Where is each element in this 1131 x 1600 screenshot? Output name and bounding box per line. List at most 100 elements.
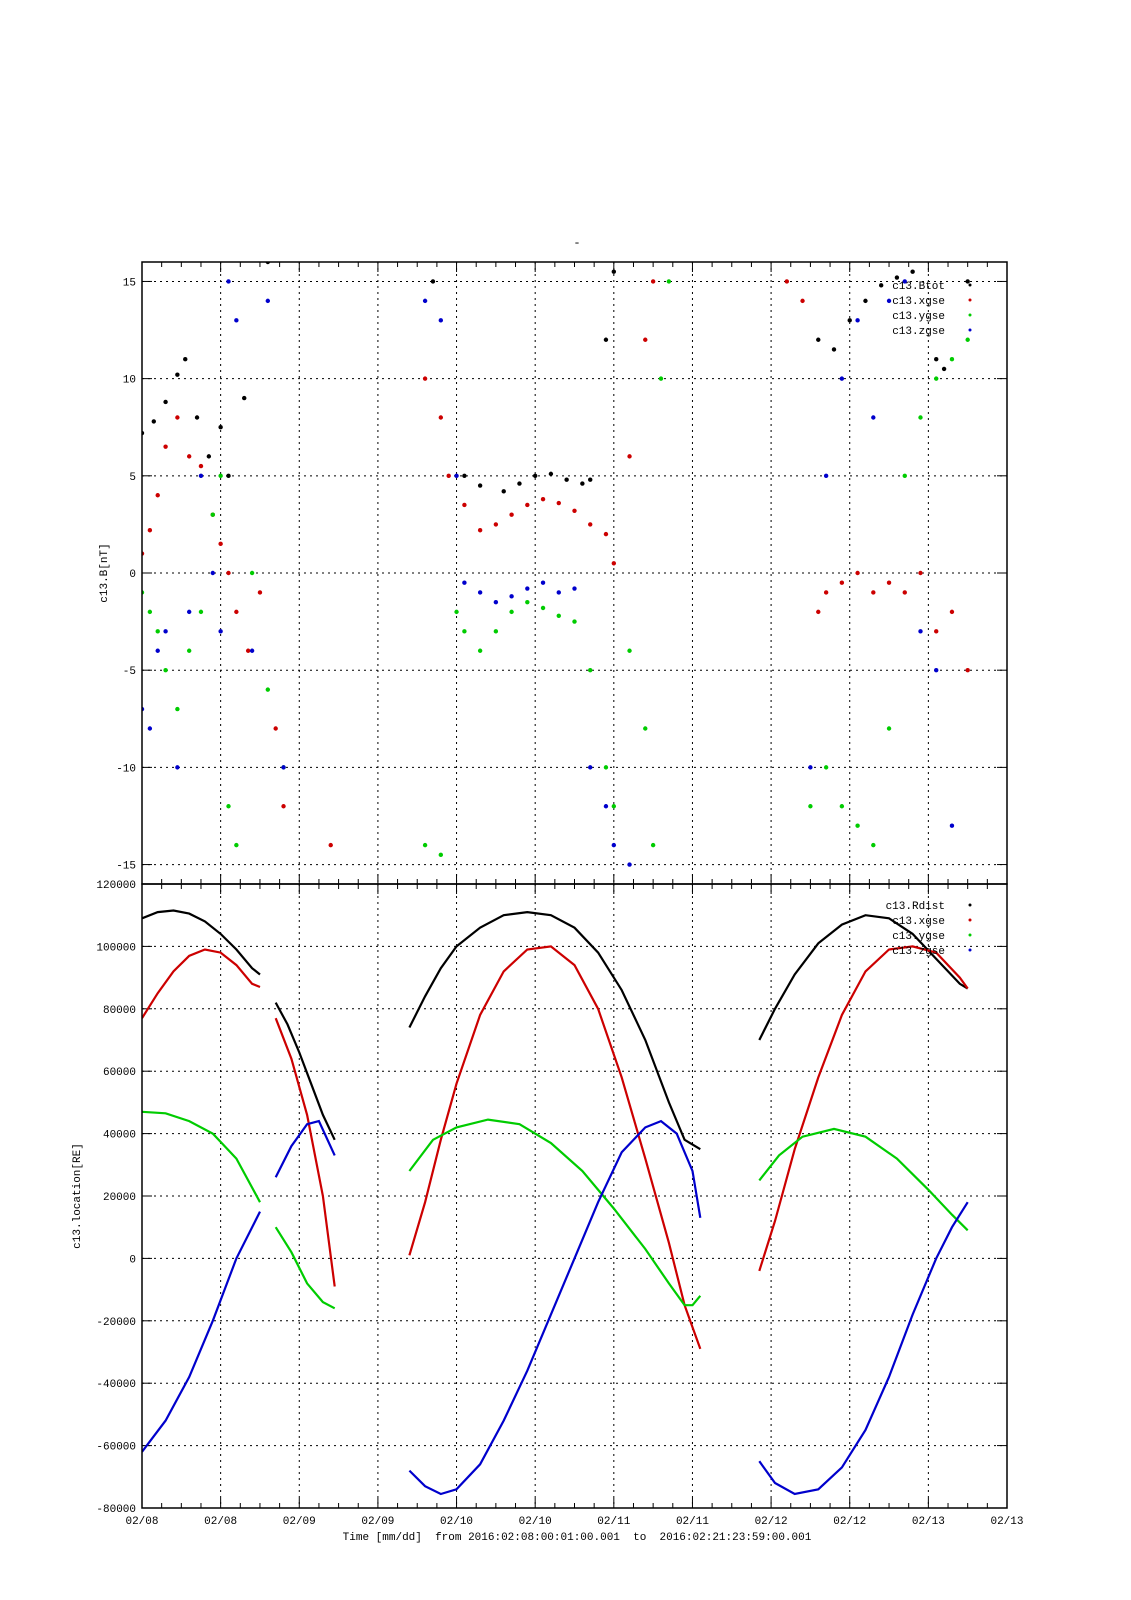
x-tick-label: 02/11 — [676, 1516, 709, 1528]
data-point — [186, 609, 192, 615]
data-point — [155, 629, 160, 634]
data-point — [627, 862, 632, 867]
x-tick-label: 02/11 — [597, 1516, 630, 1528]
data-point — [934, 376, 939, 381]
series-line — [142, 909, 261, 976]
data-point — [477, 648, 483, 653]
data-point — [493, 629, 499, 634]
data-point — [198, 473, 204, 479]
grid: -15 -10 -5 0 5 10 15 — [116, 262, 1008, 884]
grid: -80000 -60000 -40000 -20000 0 20000 40000 60000… — [96, 880, 1008, 1516]
data-point — [210, 570, 215, 576]
data-point — [422, 298, 428, 304]
legend-marker — [968, 313, 972, 317]
data-point — [918, 570, 923, 576]
data-point — [603, 337, 609, 342]
data-point — [611, 561, 617, 566]
data-point — [871, 590, 876, 595]
data-point — [234, 609, 239, 615]
y-tick-label: -40000 — [96, 1379, 136, 1391]
series-line — [274, 1119, 336, 1178]
data-point — [155, 648, 160, 653]
y-tick-label: 20000 — [103, 1192, 136, 1204]
data-point — [532, 473, 538, 479]
data-point — [226, 473, 231, 479]
data-point — [422, 376, 428, 381]
x-tick-label: 02/13 — [912, 1516, 945, 1528]
series-c13-zgse — [142, 1119, 969, 1496]
data-point — [855, 823, 860, 828]
data-point — [477, 528, 483, 533]
y-axis-label: c13.location[RE] — [72, 1143, 84, 1249]
x-tick-labels: 02/08 02/08 02/09 02/09 02/10 02/10 02/11 02/11… — [125, 1516, 1023, 1528]
legend-label: c13.Rdist — [886, 901, 945, 913]
x-tick-label: 02/08 — [125, 1516, 158, 1528]
data-point — [175, 765, 180, 770]
legend-label: c13.zgse — [892, 946, 945, 958]
data-point — [245, 648, 251, 653]
data-point — [206, 454, 212, 459]
legend-marker — [968, 933, 972, 937]
data-point — [454, 473, 459, 479]
x-tick-label: 02/10 — [519, 1516, 552, 1528]
data-point — [462, 629, 467, 634]
data-point — [816, 337, 821, 342]
data-point — [965, 279, 970, 284]
data-point — [501, 489, 506, 494]
data-point — [871, 842, 876, 848]
y-tick-label: 40000 — [103, 1130, 136, 1142]
data-point — [265, 298, 271, 304]
data-point — [902, 279, 907, 284]
data-point — [650, 279, 656, 284]
magnetic-field-panel: -15-10-5051015c13.B[nT]c13.Btotc13.xgsec… — [99, 261, 1008, 885]
data-point — [525, 586, 530, 591]
data-point — [281, 804, 286, 809]
data-point — [902, 590, 907, 595]
data-point — [186, 648, 192, 653]
data-point — [462, 502, 467, 508]
data-point — [847, 318, 852, 323]
legend: c13.Rdist c13.xgse c13.ygse c13.zgse — [886, 901, 972, 958]
data-point — [175, 706, 180, 712]
y-tick-label: -60000 — [96, 1442, 136, 1454]
data-point — [784, 279, 790, 284]
data-point — [823, 765, 829, 770]
legend-marker — [968, 903, 972, 907]
data-point — [540, 496, 546, 502]
series-c13-ygse — [142, 1110, 969, 1310]
legend-label: c13.ygse — [892, 931, 945, 943]
legend-marker — [968, 283, 972, 287]
data-point — [328, 842, 333, 848]
data-point — [823, 590, 829, 595]
data-point — [666, 279, 672, 284]
data-point — [823, 473, 829, 479]
data-point — [477, 483, 483, 488]
series-line — [758, 1201, 969, 1496]
series-c13-xgse — [142, 279, 970, 848]
data-point — [894, 275, 900, 280]
x-tick-label: 02/13 — [990, 1516, 1023, 1528]
data-point — [839, 804, 845, 809]
data-point — [438, 318, 444, 323]
data-point — [934, 667, 939, 673]
data-point — [800, 298, 805, 304]
data-point — [493, 599, 499, 605]
data-point — [151, 419, 156, 424]
y-tick-label: -15 — [116, 861, 136, 873]
data-point — [147, 726, 153, 731]
data-point — [454, 609, 459, 615]
data-point — [580, 481, 585, 486]
data-point — [163, 444, 168, 449]
data-point — [556, 613, 561, 618]
data-point — [509, 512, 514, 517]
data-point — [273, 726, 278, 731]
data-point — [226, 804, 231, 809]
data-point — [808, 804, 813, 809]
data-point — [525, 599, 530, 605]
data-point — [155, 493, 160, 498]
legend-label: c13.Btot — [892, 281, 945, 293]
data-point — [422, 842, 428, 848]
data-point — [934, 356, 939, 362]
data-point — [249, 648, 255, 653]
series-line — [758, 1127, 969, 1232]
